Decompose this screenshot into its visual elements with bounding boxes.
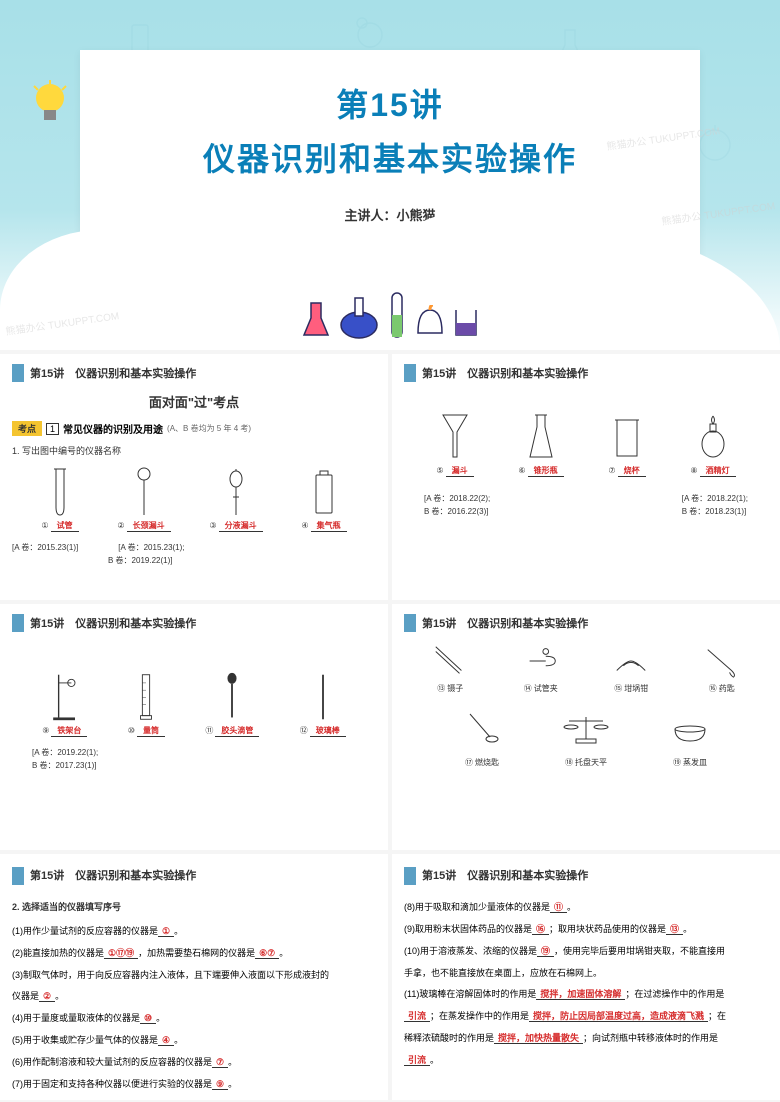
section-title: 面对面"过"考点 bbox=[12, 392, 376, 411]
slide-4: 第15讲 仪器识别和基本实验操作 ⑨铁架台 ⑩量筒 ⑪胶头滴管 ⑫玻璃棒 [A … bbox=[0, 604, 388, 850]
question-1: 1. 写出图中编号的仪器名称 bbox=[12, 444, 376, 457]
conical-flask: ⑥锥形瓶 bbox=[518, 412, 563, 477]
lesson-title: 仪器识别和基本实验操作 bbox=[100, 134, 680, 180]
funnel: ⑤漏斗 bbox=[436, 412, 473, 477]
slide-6: 第15讲 仪器识别和基本实验操作 2. 选择适当的仪器填写序号 (1)用作少量试… bbox=[0, 854, 388, 1100]
lightbulb-icon bbox=[30, 80, 70, 130]
beaker: ⑦烧杯 bbox=[608, 412, 645, 477]
instrument-grid-top: ⑬镊子 ⑭试管夹 ⑮坩埚钳 ⑯药匙 bbox=[409, 642, 763, 694]
presenter: 主讲人：小熊猫 bbox=[100, 205, 680, 224]
header-accent bbox=[12, 614, 24, 632]
test-tube: ①试管 bbox=[41, 467, 78, 532]
badge: 考点 bbox=[12, 421, 42, 436]
header-accent bbox=[404, 614, 416, 632]
slide-header-text: 第15讲 仪器识别和基本实验操作 bbox=[30, 864, 196, 888]
slide-2: 第15讲 仪器识别和基本实验操作 面对面"过"考点 考点 1 常见仪器的识别及用… bbox=[0, 354, 388, 600]
header-accent bbox=[12, 364, 24, 382]
slide-header-text: 第15讲 仪器识别和基本实验操作 bbox=[30, 615, 196, 631]
combustion-spoon: ⑰燃烧匙 bbox=[434, 704, 530, 768]
instrument-row: ⑤漏斗 ⑥锥形瓶 ⑦烧杯 ⑧酒精灯 bbox=[404, 412, 768, 477]
slide-row-3: 第15讲 仪器识别和基本实验操作 2. 选择适当的仪器填写序号 (1)用作少量试… bbox=[0, 854, 780, 1100]
crucible-tongs: ⑮坩埚钳 bbox=[590, 642, 673, 694]
slide-row-2: 第15讲 仪器识别和基本实验操作 ⑨铁架台 ⑩量筒 ⑪胶头滴管 ⑫玻璃棒 [A … bbox=[0, 604, 780, 850]
exam-point: 考点 1 常见仪器的识别及用途 (A、B 卷均为 5 年 4 考) bbox=[12, 421, 251, 436]
point-number: 1 bbox=[46, 423, 59, 435]
slide-5: 第15讲 仪器识别和基本实验操作 ⑬镊子 ⑭试管夹 ⑮坩埚钳 ⑯药匙 ⑰燃烧匙 … bbox=[392, 604, 780, 850]
slide-header-text: 第15讲 仪器识别和基本实验操作 bbox=[30, 365, 196, 381]
question-lines: (1)用作少量试剂的反应容器的仪器是①。(2)能直接加热的仪器是①⑰⑲，加热需要… bbox=[12, 922, 376, 1094]
long-funnel: ②长颈漏斗 bbox=[117, 467, 170, 532]
glass-rod: ⑫玻璃棒 bbox=[300, 672, 346, 737]
dropper: ⑪胶头滴管 bbox=[205, 672, 259, 737]
iron-stand: ⑨铁架台 bbox=[42, 672, 87, 737]
balance: ⑱托盘天平 bbox=[538, 704, 634, 768]
slide-header-text: 第15讲 仪器识别和基本实验操作 bbox=[422, 365, 588, 381]
spatula: ⑯药匙 bbox=[681, 642, 764, 694]
header-accent bbox=[12, 867, 24, 885]
point-title: 常见仪器的识别及用途 bbox=[63, 421, 163, 436]
slide-header-text: 第15讲 仪器识别和基本实验操作 bbox=[422, 615, 588, 631]
test-tube-clamp: ⑭试管夹 bbox=[500, 642, 583, 694]
question-lines: (8)用于吸取和滴加少量液体的仪器是⑪。(9)取用粉末状固体药品的仪器是⑯；取用… bbox=[404, 898, 768, 1070]
references-left: [A 卷：2018.22(2); B 卷：2016.22(3)] bbox=[424, 493, 490, 519]
question-2-title: 2. 选择适当的仪器填写序号 bbox=[12, 898, 376, 918]
evaporating-dish: ⑲蒸发皿 bbox=[642, 704, 738, 768]
graduated-cylinder: ⑩量筒 bbox=[128, 672, 165, 737]
header-accent bbox=[404, 867, 416, 885]
slide-7: 第15讲 仪器识别和基本实验操作 (8)用于吸取和滴加少量液体的仪器是⑪。(9)… bbox=[392, 854, 780, 1100]
instrument-row: ⑨铁架台 ⑩量筒 ⑪胶头滴管 ⑫玻璃棒 bbox=[12, 672, 376, 737]
lab-equipment-illustration bbox=[301, 290, 479, 340]
references: [A 卷：2015.23(1)] [A 卷：2015.23(1); B 卷：20… bbox=[12, 542, 376, 568]
tweezers: ⑬镊子 bbox=[409, 642, 492, 694]
title-slide: 第15讲 仪器识别和基本实验操作 主讲人：小熊猫 熊猫办公 TUKUPPT.CO… bbox=[0, 0, 780, 350]
slide-3: 第15讲 仪器识别和基本实验操作 ⑤漏斗 ⑥锥形瓶 ⑦烧杯 ⑧酒精灯 [A 卷：… bbox=[392, 354, 780, 600]
alcohol-lamp: ⑧酒精灯 bbox=[690, 412, 735, 477]
references-right: [A 卷：2018.22(1); B 卷：2018.23(1)] bbox=[682, 493, 748, 519]
separating-funnel: ③分液漏斗 bbox=[209, 467, 262, 532]
instrument-grid-bottom: ⑰燃烧匙 ⑱托盘天平 ⑲蒸发皿 bbox=[434, 704, 738, 768]
instrument-row: ①试管 ②长颈漏斗 ③分液漏斗 ④集气瓶 bbox=[12, 467, 376, 532]
header-accent bbox=[404, 364, 416, 382]
lesson-number: 第15讲 bbox=[100, 80, 680, 126]
point-note: (A、B 卷均为 5 年 4 考) bbox=[167, 423, 251, 434]
references: [A 卷：2019.22(1); B 卷：2017.23(1)] bbox=[12, 747, 376, 773]
gas-bottle: ④集气瓶 bbox=[301, 467, 346, 532]
slide-row-1: 第15讲 仪器识别和基本实验操作 面对面"过"考点 考点 1 常见仪器的识别及用… bbox=[0, 354, 780, 600]
slide-header-text: 第15讲 仪器识别和基本实验操作 bbox=[422, 864, 588, 888]
